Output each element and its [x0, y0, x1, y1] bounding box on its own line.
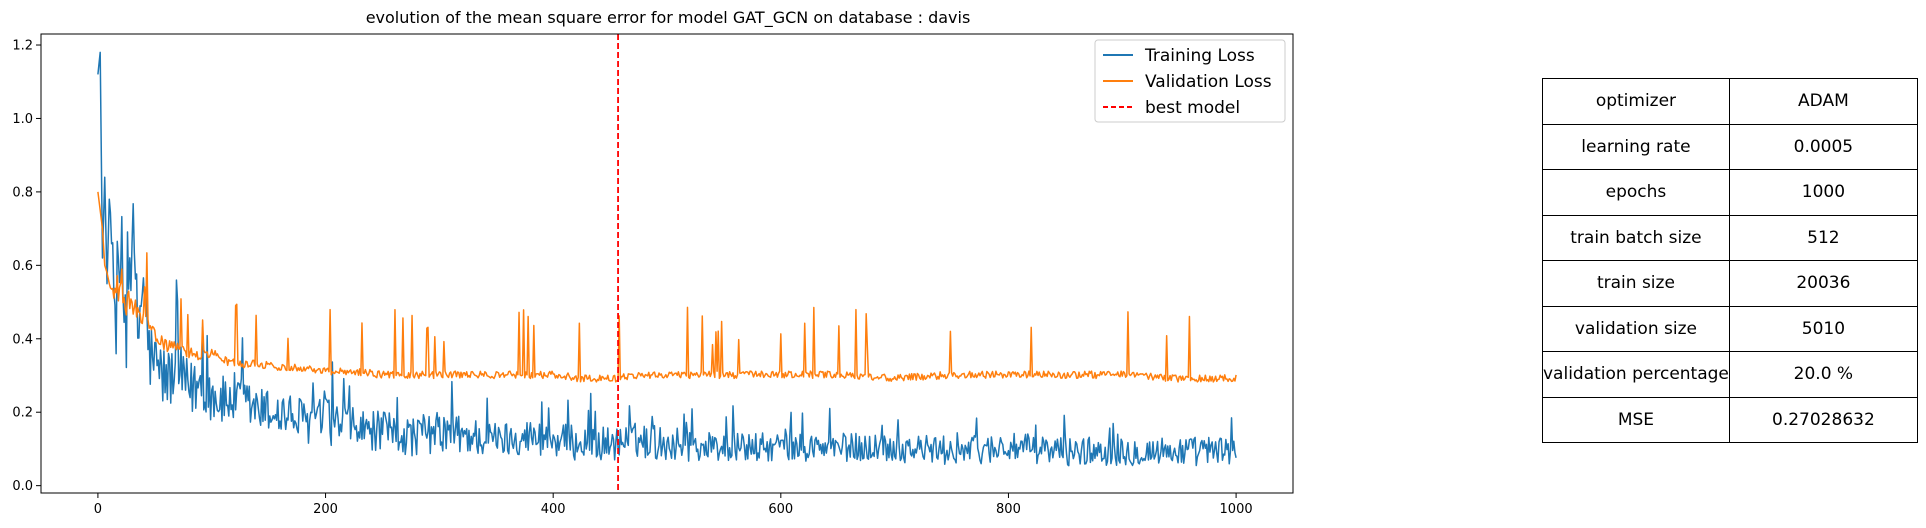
- table-row: train batch size 512: [1542, 214, 1918, 261]
- series-line-training-loss: [97, 51, 1237, 467]
- param-name: learning rate: [1542, 123, 1730, 170]
- legend-label: best model: [1145, 98, 1240, 118]
- legend-label: Validation Loss: [1145, 72, 1272, 92]
- x-tick-label: 1000: [1220, 502, 1253, 517]
- x-tick-label: 400: [541, 502, 566, 517]
- param-value: 1000: [1728, 169, 1918, 216]
- x-tick-label: 0: [94, 502, 102, 517]
- param-value: 0.27028632: [1728, 396, 1918, 443]
- param-name: validation percentage: [1542, 351, 1730, 398]
- legend: Training Loss Validation Loss best model: [1094, 39, 1286, 123]
- legend-label: Training Loss: [1144, 46, 1255, 66]
- param-name: optimizer: [1542, 78, 1730, 125]
- parameters-table: optimizer ADAM learning rate 0.0005 epochs 10…: [1542, 78, 1918, 443]
- param-name: train size: [1542, 260, 1730, 307]
- table-row: validation percentage 20.0 %: [1542, 351, 1918, 398]
- chart-title: evolution of the mean square error for m…: [366, 8, 971, 28]
- table-row: MSE 0.27028632: [1542, 396, 1918, 443]
- y-tick-label: 1.0: [12, 112, 33, 127]
- y-tick-label: 0.4: [12, 332, 33, 347]
- y-tick-label: 0.6: [12, 259, 33, 274]
- x-tick-label: 600: [768, 502, 793, 517]
- x-tick-label: 200: [313, 502, 338, 517]
- param-value: 20036: [1728, 260, 1918, 307]
- x-tick-label: 800: [996, 502, 1021, 517]
- param-value: 5010: [1728, 305, 1918, 352]
- param-value: ADAM: [1728, 78, 1918, 125]
- table-row: epochs 1000: [1542, 169, 1918, 216]
- y-tick-label: 0.8: [12, 185, 33, 200]
- table-row: learning rate 0.0005: [1542, 123, 1918, 170]
- param-name: validation size: [1542, 305, 1730, 352]
- y-tick-label: 0.2: [12, 406, 33, 421]
- table-row: optimizer ADAM: [1542, 78, 1918, 125]
- param-name: train batch size: [1542, 214, 1730, 261]
- param-value: 0.0005: [1728, 123, 1918, 170]
- table-row: validation size 5010: [1542, 305, 1918, 352]
- loss-chart: evolution of the mean square error for m…: [12, 8, 1294, 517]
- param-name: epochs: [1542, 169, 1730, 216]
- y-tick-label: 1.2: [12, 39, 33, 54]
- table-row: train size 20036: [1542, 260, 1918, 307]
- legend-box: [1094, 39, 1286, 123]
- param-name: MSE: [1542, 396, 1730, 443]
- param-value: 20.0 %: [1728, 351, 1918, 398]
- param-value: 512: [1728, 214, 1918, 261]
- plot-frame: [40, 33, 1294, 494]
- series-line-validation-loss: [97, 191, 1237, 383]
- y-tick-label: 0.0: [12, 479, 33, 494]
